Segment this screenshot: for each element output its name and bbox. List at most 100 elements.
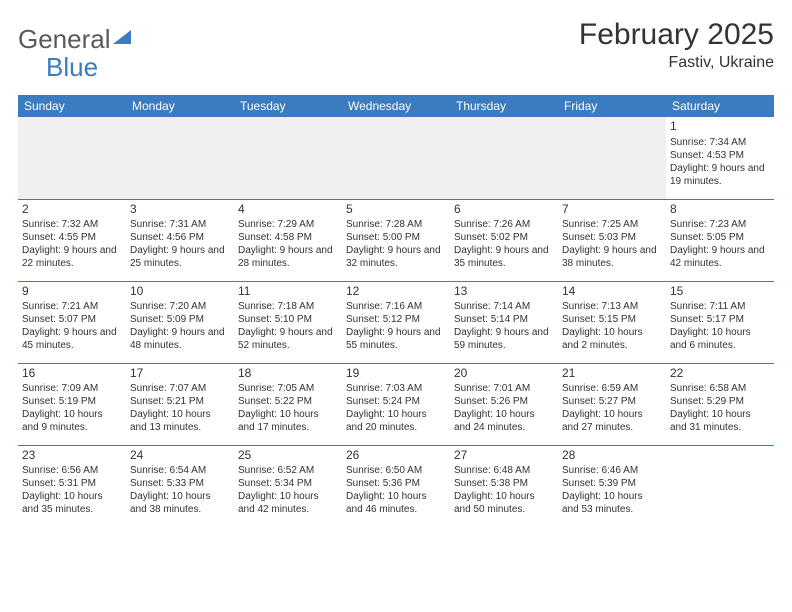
day-header: Sunday [18,95,126,117]
day-header: Thursday [450,95,558,117]
daylight-line: Daylight: 9 hours and 38 minutes. [562,244,662,270]
sunset-line: Sunset: 5:07 PM [22,313,122,326]
sunrise-line: Sunrise: 7:29 AM [238,218,338,231]
calendar-cell: 23Sunrise: 6:56 AMSunset: 5:31 PMDayligh… [18,445,126,527]
daylight-line: Daylight: 10 hours and 50 minutes. [454,490,554,516]
day-number: 26 [346,448,446,464]
calendar-cell: 5Sunrise: 7:28 AMSunset: 5:00 PMDaylight… [342,199,450,281]
calendar-cell: 3Sunrise: 7:31 AMSunset: 4:56 PMDaylight… [126,199,234,281]
sunset-line: Sunset: 5:15 PM [562,313,662,326]
sunset-line: Sunset: 5:26 PM [454,395,554,408]
calendar-week-row: 2Sunrise: 7:32 AMSunset: 4:55 PMDaylight… [18,199,774,281]
sunrise-line: Sunrise: 7:34 AM [670,136,770,149]
brand-word-2: Blue [18,52,98,82]
calendar-cell: 7Sunrise: 7:25 AMSunset: 5:03 PMDaylight… [558,199,666,281]
sunset-line: Sunset: 5:17 PM [670,313,770,326]
sunset-line: Sunset: 5:10 PM [238,313,338,326]
daylight-line: Daylight: 9 hours and 32 minutes. [346,244,446,270]
sunrise-line: Sunrise: 7:13 AM [562,300,662,313]
sunrise-line: Sunrise: 6:58 AM [670,382,770,395]
day-number: 27 [454,448,554,464]
sunset-line: Sunset: 5:38 PM [454,477,554,490]
calendar-week-row: 1Sunrise: 7:34 AMSunset: 4:53 PMDaylight… [18,117,774,199]
day-number: 21 [562,366,662,382]
sunset-line: Sunset: 5:21 PM [130,395,230,408]
day-number: 25 [238,448,338,464]
sunrise-line: Sunrise: 6:54 AM [130,464,230,477]
brand-logo: General [18,18,131,55]
calendar-cell: 16Sunrise: 7:09 AMSunset: 5:19 PMDayligh… [18,363,126,445]
daylight-line: Daylight: 9 hours and 35 minutes. [454,244,554,270]
calendar-head: SundayMondayTuesdayWednesdayThursdayFrid… [18,95,774,117]
day-number: 28 [562,448,662,464]
calendar-cell: 14Sunrise: 7:13 AMSunset: 5:15 PMDayligh… [558,281,666,363]
sunrise-line: Sunrise: 7:31 AM [130,218,230,231]
sunrise-line: Sunrise: 6:56 AM [22,464,122,477]
day-number: 7 [562,202,662,218]
daylight-line: Daylight: 10 hours and 9 minutes. [22,408,122,434]
calendar-cell: 27Sunrise: 6:48 AMSunset: 5:38 PMDayligh… [450,445,558,527]
sunset-line: Sunset: 4:53 PM [670,149,770,162]
daylight-line: Daylight: 9 hours and 42 minutes. [670,244,770,270]
daylight-line: Daylight: 9 hours and 52 minutes. [238,326,338,352]
daylight-line: Daylight: 9 hours and 48 minutes. [130,326,230,352]
sunset-line: Sunset: 4:56 PM [130,231,230,244]
sunset-line: Sunset: 5:05 PM [670,231,770,244]
brand-triangle-icon [113,30,131,44]
calendar-cell: 17Sunrise: 7:07 AMSunset: 5:21 PMDayligh… [126,363,234,445]
calendar-cell: 10Sunrise: 7:20 AMSunset: 5:09 PMDayligh… [126,281,234,363]
sunrise-line: Sunrise: 7:14 AM [454,300,554,313]
sunset-line: Sunset: 5:00 PM [346,231,446,244]
calendar-cell: 4Sunrise: 7:29 AMSunset: 4:58 PMDaylight… [234,199,342,281]
calendar-cell: 13Sunrise: 7:14 AMSunset: 5:14 PMDayligh… [450,281,558,363]
calendar-cell [234,117,342,199]
calendar-cell [126,117,234,199]
daylight-line: Daylight: 10 hours and 31 minutes. [670,408,770,434]
daylight-line: Daylight: 10 hours and 20 minutes. [346,408,446,434]
sunrise-line: Sunrise: 7:26 AM [454,218,554,231]
day-header: Monday [126,95,234,117]
daylight-line: Daylight: 10 hours and 42 minutes. [238,490,338,516]
sunrise-line: Sunrise: 7:25 AM [562,218,662,231]
day-number: 15 [670,284,770,300]
day-header: Saturday [666,95,774,117]
day-number: 18 [238,366,338,382]
day-number: 24 [130,448,230,464]
sunset-line: Sunset: 4:58 PM [238,231,338,244]
calendar-cell: 22Sunrise: 6:58 AMSunset: 5:29 PMDayligh… [666,363,774,445]
day-number: 17 [130,366,230,382]
sunset-line: Sunset: 5:33 PM [130,477,230,490]
calendar-cell: 28Sunrise: 6:46 AMSunset: 5:39 PMDayligh… [558,445,666,527]
daylight-line: Daylight: 10 hours and 24 minutes. [454,408,554,434]
daylight-line: Daylight: 10 hours and 46 minutes. [346,490,446,516]
title-block: February 2025 Fastiv, Ukraine [579,18,774,72]
calendar-cell [342,117,450,199]
day-number: 19 [346,366,446,382]
day-number: 10 [130,284,230,300]
sunset-line: Sunset: 5:27 PM [562,395,662,408]
day-number: 4 [238,202,338,218]
calendar-cell [666,445,774,527]
sunset-line: Sunset: 5:19 PM [22,395,122,408]
calendar-cell: 9Sunrise: 7:21 AMSunset: 5:07 PMDaylight… [18,281,126,363]
day-number: 23 [22,448,122,464]
calendar-table: SundayMondayTuesdayWednesdayThursdayFrid… [18,95,774,527]
sunrise-line: Sunrise: 6:59 AM [562,382,662,395]
calendar-cell: 24Sunrise: 6:54 AMSunset: 5:33 PMDayligh… [126,445,234,527]
day-number: 2 [22,202,122,218]
calendar-cell: 20Sunrise: 7:01 AMSunset: 5:26 PMDayligh… [450,363,558,445]
daylight-line: Daylight: 9 hours and 19 minutes. [670,162,770,188]
calendar-cell: 8Sunrise: 7:23 AMSunset: 5:05 PMDaylight… [666,199,774,281]
daylight-line: Daylight: 9 hours and 22 minutes. [22,244,122,270]
brand-word-1: General [18,24,111,55]
calendar-cell [558,117,666,199]
location-label: Fastiv, Ukraine [579,54,774,72]
sunrise-line: Sunrise: 6:50 AM [346,464,446,477]
day-header: Wednesday [342,95,450,117]
sunset-line: Sunset: 5:31 PM [22,477,122,490]
sunset-line: Sunset: 5:12 PM [346,313,446,326]
sunset-line: Sunset: 5:29 PM [670,395,770,408]
daylight-line: Daylight: 10 hours and 2 minutes. [562,326,662,352]
day-header: Tuesday [234,95,342,117]
calendar-cell: 21Sunrise: 6:59 AMSunset: 5:27 PMDayligh… [558,363,666,445]
